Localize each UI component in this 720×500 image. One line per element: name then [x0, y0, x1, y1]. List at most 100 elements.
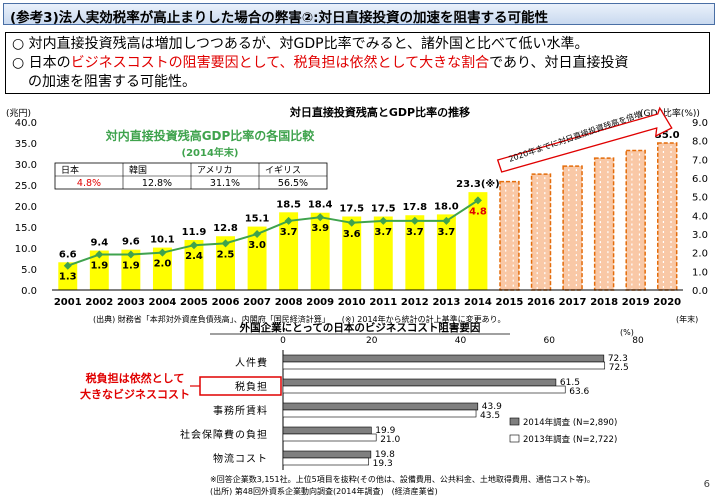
chart1-target-bar	[657, 142, 678, 291]
page-title: (参考3)法人実効税率が高止まりした場合の弊害②:対日直接投資の加速を阻害する可…	[10, 10, 549, 26]
chart1-y-tick: 30.0	[15, 160, 37, 171]
chart2-value-2014: 61.5	[560, 378, 580, 388]
chart1-gdp-point	[379, 216, 388, 225]
chart1-gdp-point	[221, 239, 230, 248]
chart2-category: 物流コスト	[213, 452, 268, 465]
chart1-target-bar	[625, 149, 646, 291]
chart1-x-tick: 2018	[590, 297, 618, 308]
chart1-bar	[310, 212, 330, 290]
chart2-value-2013: 43.5	[480, 411, 500, 421]
chart2-value-2014: 72.3	[608, 354, 628, 364]
chart1-bar	[436, 214, 456, 290]
chart2-category: 事務所賃料	[213, 404, 268, 417]
page-number: 6	[703, 479, 710, 490]
chart1-x-tick: 2002	[85, 297, 113, 308]
chart2-bar-2013	[282, 361, 606, 370]
chart1-y2-tick: 0.0	[692, 286, 708, 297]
chart1-x-tick: 2016	[527, 297, 555, 308]
chart2-value-2013: 72.5	[609, 363, 629, 373]
chart2-legend-label-2013: 2013年調査 (N=2,722)	[523, 434, 617, 445]
chart1-x-tick: 2007	[243, 297, 271, 308]
chart1-target-arrow	[496, 106, 673, 173]
chart1-target-bar	[562, 165, 583, 291]
chart1-bar	[405, 215, 425, 290]
chart1-bar-label: 18.0	[434, 201, 459, 212]
comparison-country: 韓国	[129, 165, 147, 176]
chart2-bar-2014	[282, 450, 372, 459]
chart1-x-tick: 2004	[149, 297, 177, 308]
chart2-bar-2013	[282, 409, 477, 418]
chart1-y2-tick: 3.0	[692, 230, 708, 241]
chart1-bar	[58, 262, 78, 290]
chart1-bar-label: 12.8	[213, 223, 238, 234]
chart2-bar-2014	[282, 402, 479, 411]
chart2-x-tick: 40	[455, 336, 467, 346]
comparison-country: アメリカ	[197, 165, 233, 176]
chart1-y2-tick: 9.0	[692, 118, 708, 129]
chart1-x-tick: 2005	[180, 297, 208, 308]
chart1-y2-tick: 1.0	[692, 267, 708, 278]
chart1-bar-label: 18.4	[308, 200, 333, 211]
chart1-gdp-point	[316, 213, 325, 222]
summary-bullet-2-a: ○ 日本の	[12, 55, 71, 71]
chart1-bar	[89, 250, 109, 290]
chart1-y-tick: 10.0	[15, 244, 37, 255]
chart2-category: 税負担	[235, 380, 268, 393]
chart1-x-tick: 2015	[496, 297, 524, 308]
chart1-gdp-label: 1.9	[90, 261, 108, 272]
summary-bullet-1: ○ 対内直接投資残高は増加しつつあるが、対GDP比率でみると、諸外国と比べて低い…	[12, 36, 589, 52]
chart1-bar-label: 11.9	[182, 227, 207, 238]
chart1-gdp-label: 2.5	[217, 249, 235, 260]
chart1-y2-tick: 5.0	[692, 193, 708, 204]
chart1-y-tick: 5.0	[21, 265, 37, 276]
chart1-bar	[373, 216, 393, 290]
chart1-bar	[468, 192, 488, 290]
summary-bullet-2-continued: の加速を阻害する可能性。	[28, 74, 196, 90]
chart1-x-tick: 2010	[338, 297, 366, 308]
chart1-gdp-label: 1.3	[59, 272, 77, 283]
chart1-y-tick: 25.0	[15, 181, 37, 192]
chart1-gdp-point	[410, 216, 419, 225]
chart1-bar-label: 15.1	[245, 214, 270, 225]
chart1-gdp-label: 3.7	[438, 227, 456, 238]
chart1-gdp-label: 1.9	[122, 261, 140, 272]
chart1-y-tick: 0.0	[21, 286, 37, 297]
chart1-y2-tick: 8.0	[692, 137, 708, 148]
chart2-bar-2014	[282, 378, 557, 387]
chart1-y2-tick: 2.0	[692, 249, 708, 260]
chart1-bar	[184, 240, 204, 290]
chart1-bar-label: 6.6	[59, 249, 77, 260]
comparison-value: 31.1%	[210, 178, 240, 189]
chart1-bar-label: 17.5	[371, 204, 396, 215]
chart1-bar	[279, 212, 299, 290]
chart1-y2-tick: 4.0	[692, 211, 708, 222]
chart1-bar	[216, 236, 235, 290]
chart2-value-2014: 19.8	[375, 450, 395, 460]
chart1-gdp-label: 4.8	[469, 206, 487, 217]
chart2-value-2013: 21.0	[380, 435, 400, 445]
chart1-bar-label: 10.1	[150, 235, 175, 246]
chart1-x-tick: 2012	[401, 297, 429, 308]
chart1-bar-label: 23.3(※)	[456, 178, 500, 190]
chart1-bar	[342, 216, 362, 290]
chart1-bar-label: 18.5	[276, 199, 301, 210]
chart2-x-tick: 20	[366, 336, 378, 346]
chart2-x-tick: 60	[544, 336, 556, 346]
chart1-bar-label: 17.8	[402, 202, 427, 213]
chart2-value-2014: 19.9	[375, 426, 395, 436]
chart1-x-tick: 2006	[212, 297, 240, 308]
chart2-x-tick: 0	[280, 336, 286, 346]
chart1-x-tick: 2001	[54, 297, 82, 308]
chart1-x-tick: 2003	[117, 297, 145, 308]
chart2-bar-2013	[282, 433, 377, 442]
chart1-source: (出典) 財務省「本邦対外資産負債残高」、内閣府「国民経済計算」 (※) 201…	[93, 315, 506, 324]
chart1-gdp-line	[67, 199, 479, 267]
chart1-gdp-label: 3.7	[280, 227, 298, 238]
summary-box: ○ 対内直接投資残高は増加しつつあるが、対GDP比率でみると、諸外国と比べて低い…	[5, 32, 710, 94]
title-bar: (参考3)法人実効税率が高止まりした場合の弊害②:対日直接投資の加速を阻害する可…	[3, 3, 715, 26]
chart2-category: 人件費	[235, 356, 268, 369]
chart1-target-bar	[593, 157, 615, 291]
chart1-gdp-label: 2.0	[154, 259, 172, 270]
chart2-source: (出所) 第48回外資系企業動向調査(2014年調査) (経済産業省)	[210, 487, 438, 496]
chart2-category: 社会保障費の負担	[180, 428, 268, 441]
